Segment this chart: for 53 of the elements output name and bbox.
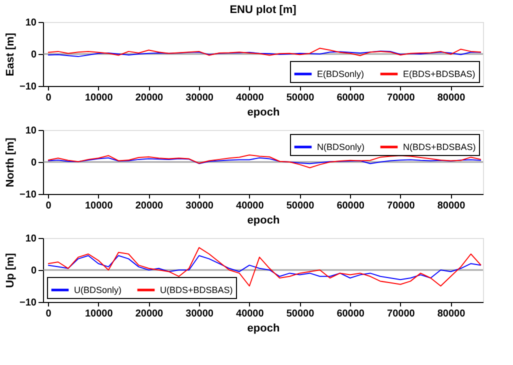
x-tick-label: 10000 [84, 92, 114, 104]
y-tick-label: −10 [20, 82, 37, 92]
x-tick-label: 10000 [84, 308, 114, 320]
x-tick-label: 10000 [84, 200, 114, 212]
y-tick-label: 0 [30, 266, 37, 276]
legend-label: U(BDSonly) [74, 285, 122, 295]
x-axis-title: epoch [247, 322, 280, 334]
x-tick-label: 60000 [336, 200, 365, 212]
x-tick-label: 50000 [286, 200, 315, 212]
y-tick-label: 0 [30, 158, 37, 168]
y-tick-label: 10 [25, 18, 37, 28]
x-tick-label: 0 [46, 200, 52, 212]
x-tick-label: 80000 [437, 200, 466, 212]
y-tick-label: −10 [20, 298, 37, 308]
legend-label: U(BDS+BDSBAS) [160, 285, 233, 295]
y-axis-title: East [m] [4, 32, 17, 76]
x-tick-label: 30000 [186, 92, 214, 104]
chart-title: ENU plot [m] [230, 4, 297, 16]
x-tick-label: 0 [46, 92, 52, 104]
legend-label: E(BDSonly) [317, 69, 364, 79]
y-tick-label: 10 [25, 126, 37, 136]
x-axis-title: epoch [247, 214, 280, 226]
y-axis-title: North [m] [4, 137, 17, 188]
line-series [48, 255, 482, 280]
x-tick-label: 40000 [236, 200, 264, 212]
line-series [48, 154, 482, 168]
x-tick-label: 0 [46, 308, 52, 320]
y-axis-title: Up [m] [4, 252, 17, 288]
x-tick-label: 70000 [387, 200, 416, 212]
series-label: N(BDSonly) [317, 142, 365, 152]
x-tick-label: 40000 [236, 92, 264, 104]
x-tick-label: 20000 [135, 92, 164, 104]
y-tick-label: −10 [20, 190, 37, 200]
x-tick-label: 30000 [186, 200, 214, 212]
x-tick-label: 20000 [135, 200, 164, 212]
line-series [48, 48, 482, 56]
y-tick-label: 10 [25, 234, 37, 244]
y-tick-label: 0 [30, 50, 37, 60]
x-axis-title: epoch [247, 106, 280, 118]
legend-label: E(BDS+BDSBAS) [403, 69, 476, 79]
x-tick-label: 80000 [437, 308, 466, 320]
x-tick-label: 50000 [286, 92, 315, 104]
x-tick-label: 30000 [186, 308, 214, 320]
x-tick-label: 60000 [336, 92, 365, 104]
series-label: N(BDS+BDSBAS) [403, 142, 476, 152]
x-tick-label: 50000 [286, 308, 315, 320]
x-tick-label: 20000 [135, 308, 164, 320]
x-tick-label: 60000 [336, 308, 365, 320]
x-tick-label: 70000 [387, 92, 416, 104]
x-tick-label: 70000 [387, 308, 416, 320]
x-tick-label: 40000 [236, 308, 264, 320]
line-series [48, 247, 482, 286]
x-tick-label: 80000 [437, 92, 466, 104]
